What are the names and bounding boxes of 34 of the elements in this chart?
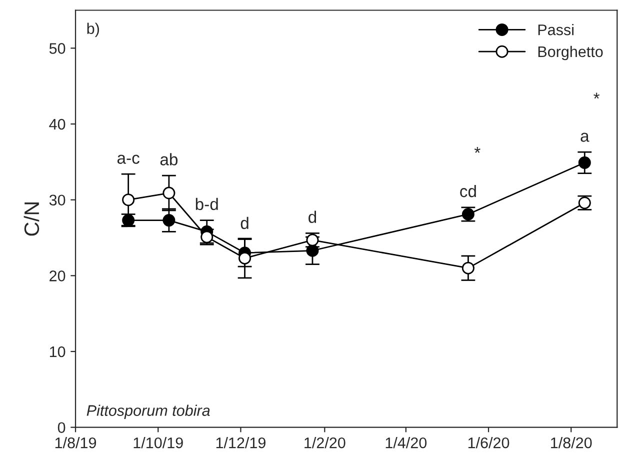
point bbox=[306, 244, 319, 257]
annotation: d bbox=[240, 216, 248, 230]
annotation: d bbox=[308, 210, 316, 223]
x-tick-label: 1/10/19 bbox=[134, 437, 183, 448]
annotation: ab bbox=[160, 153, 178, 166]
point bbox=[238, 252, 252, 264]
y-axis-title: C/N bbox=[24, 202, 40, 236]
x-tick-label: 1/6/20 bbox=[468, 437, 510, 448]
x-tick-label: 1/2/20 bbox=[304, 437, 346, 448]
annotation: b) bbox=[87, 22, 99, 37]
y-tick-label: 0 bbox=[58, 422, 66, 434]
legend-label: Passi bbox=[538, 24, 574, 36]
legend-label: Borghetto bbox=[538, 46, 603, 60]
y-tick-label: 20 bbox=[50, 270, 66, 282]
annotation: Pittosporum tobira bbox=[86, 404, 210, 419]
point bbox=[162, 186, 176, 200]
y-tick-label: 50 bbox=[49, 43, 66, 54]
point bbox=[462, 262, 474, 274]
y-tick-label: 40 bbox=[49, 118, 66, 130]
annotation: b-d bbox=[196, 198, 218, 210]
annotation: * bbox=[474, 146, 480, 153]
x-tick-label: 1/4/20 bbox=[386, 437, 427, 448]
x-tick-label: 1/8/20 bbox=[551, 437, 592, 448]
annotation: a bbox=[580, 132, 590, 142]
point bbox=[578, 156, 591, 169]
annotation: * bbox=[594, 92, 600, 99]
point bbox=[162, 214, 176, 227]
y-tick-label: 10 bbox=[50, 346, 66, 358]
annotation: cd bbox=[460, 184, 476, 198]
y-tick-label: 30 bbox=[49, 194, 66, 206]
x-tick-label: 1/8/19 bbox=[55, 437, 96, 448]
annotation: a-c bbox=[117, 154, 140, 164]
x-tick-label: 1/12/19 bbox=[216, 437, 266, 448]
point bbox=[122, 194, 135, 206]
